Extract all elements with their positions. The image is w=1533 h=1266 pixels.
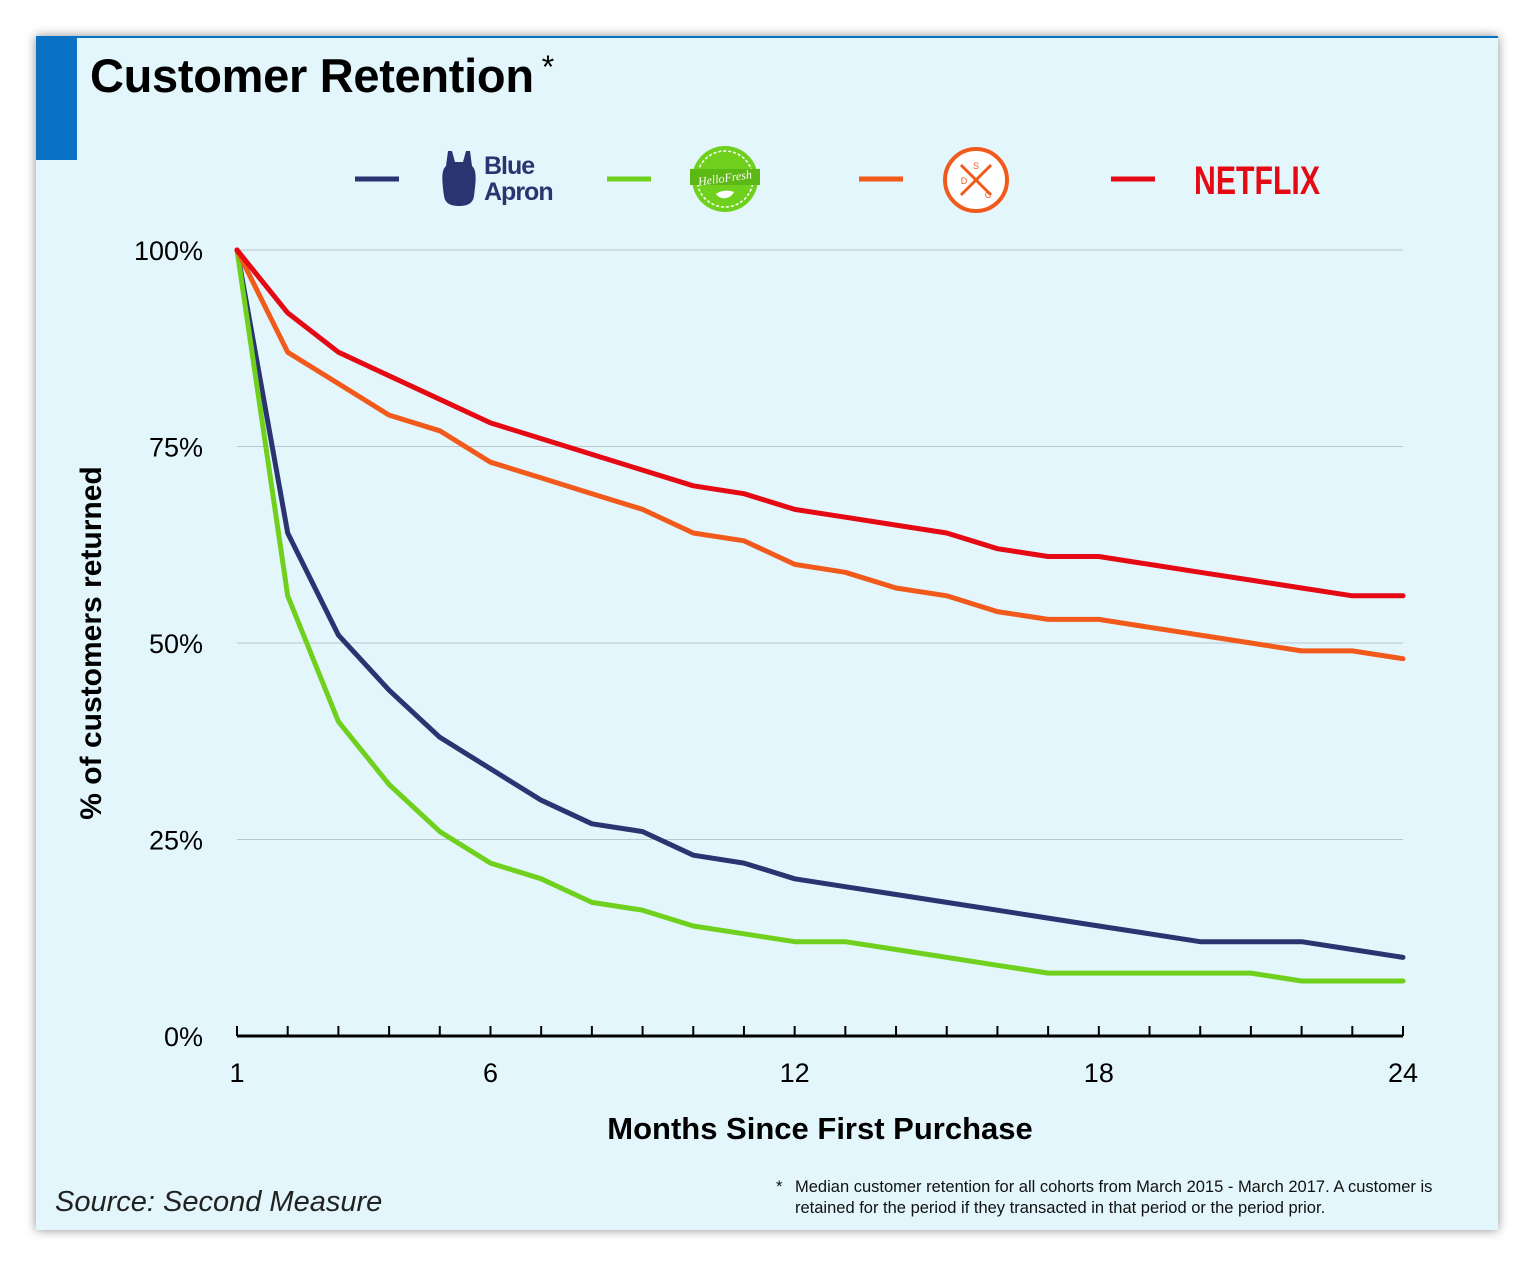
footnote: * Median customer retention for all coho… (776, 1177, 1484, 1219)
legend-item-dollar-shave-club: S D C (859, 147, 1009, 213)
x-axis-tick-marks (236, 1026, 1404, 1036)
x-axis-tick-labels: 1 6 12 18 24 (229, 1058, 1418, 1088)
x-axis-label: Months Since First Purchase (607, 1111, 1033, 1146)
x-tick-label: 1 (229, 1058, 244, 1088)
hellofresh-banner (690, 169, 760, 185)
legend-item-netflix: NETFLIX (1111, 159, 1320, 203)
blue-apron-logo-line1: Blue (484, 152, 535, 180)
legend-item-hellofresh: HelloFresh (607, 146, 760, 212)
blue-apron-logo-line2: Apron (484, 178, 553, 206)
chart-legend: Blue Apron HelloFresh (355, 146, 1320, 213)
chart-gridlines (237, 249, 1403, 840)
chart-title: Customer Retention * (90, 48, 554, 103)
y-axis-label: % of customers returned (75, 466, 108, 819)
y-tick-label: 0% (164, 1022, 203, 1052)
dsc-letter-s: S (973, 161, 979, 171)
hellofresh-logo-icon: HelloFresh (690, 146, 760, 212)
series-line-netflix (234, 247, 1406, 599)
chart-title-text: Customer Retention (90, 49, 534, 102)
series-line-dollar-shave-club (234, 247, 1406, 662)
x-tick-label: 6 (483, 1058, 498, 1088)
series-line-blue-apron (234, 247, 1406, 960)
series-line-hellofresh (234, 247, 1406, 984)
y-tick-label: 50% (149, 629, 203, 659)
retention-line-chart: Blue Apron HelloFresh (75, 146, 1418, 1146)
dollar-shave-club-logo-icon: S D C (943, 147, 1009, 213)
y-tick-label: 100% (134, 236, 203, 266)
y-axis-tick-labels: 0% 25% 50% 75% 100% (134, 236, 203, 1052)
title-top-rule (77, 36, 1498, 38)
y-tick-label: 25% (149, 826, 203, 856)
x-tick-label: 18 (1084, 1058, 1114, 1088)
footnote-mark: * (776, 1178, 783, 1196)
chart-title-footnote-mark: * (541, 49, 554, 85)
dsc-letter-c: C (985, 190, 992, 200)
apron-icon (442, 151, 476, 206)
x-tick-label: 12 (780, 1058, 810, 1088)
chart-series-lines (234, 247, 1406, 984)
hellofresh-leaf-icon (716, 190, 734, 199)
dsc-cross-line-b (959, 163, 993, 197)
footnote-text: Median customer retention for all cohort… (795, 1178, 1433, 1217)
dsc-letter-d: D (961, 176, 968, 186)
y-tick-label: 75% (149, 433, 203, 463)
netflix-logo-text: NETFLIX (1194, 159, 1320, 203)
title-accent-bar (36, 36, 77, 160)
source-note: Source: Second Measure (55, 1186, 383, 1218)
legend-item-blue-apron: Blue Apron (355, 151, 554, 206)
x-tick-label: 24 (1388, 1058, 1418, 1088)
blue-apron-logo-icon: Blue Apron (442, 151, 554, 206)
chart-card: Customer Retention * Blue Apron HelloFres… (36, 36, 1498, 1230)
